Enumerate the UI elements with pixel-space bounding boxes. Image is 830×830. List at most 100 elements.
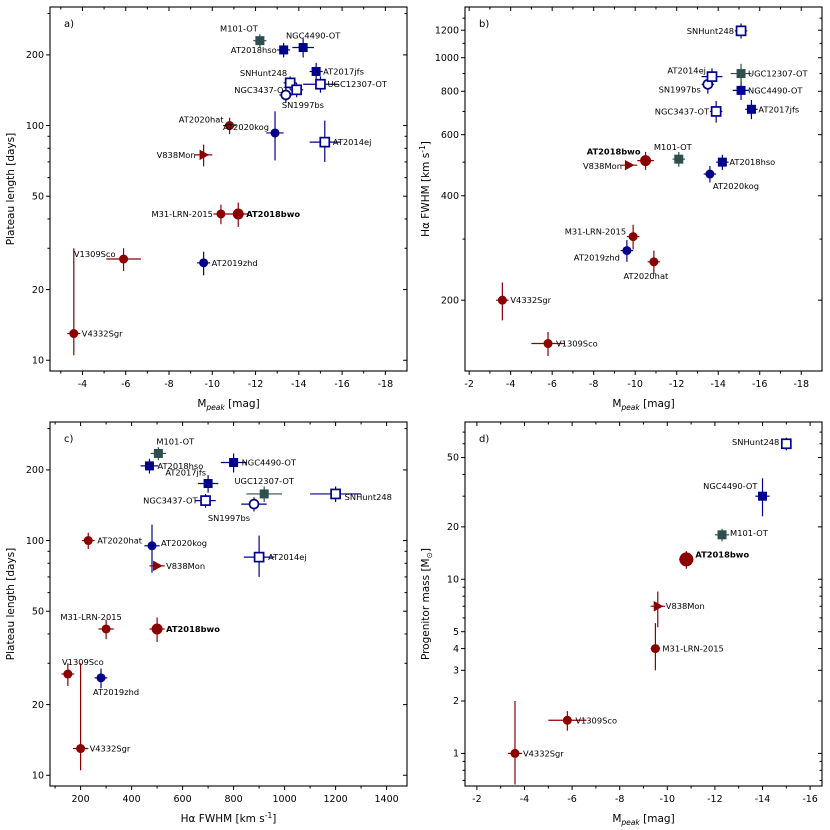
point-label: AT2014ej <box>268 552 307 562</box>
square-marker <box>298 43 308 53</box>
point-ngc4490-ot: NGC4490-OT <box>703 478 770 517</box>
x-tick-label: 400 <box>123 794 141 805</box>
circle-marker <box>199 258 209 268</box>
square-marker <box>153 448 163 458</box>
point-label: V1309Sco <box>74 249 116 259</box>
y-tick-label: 5 <box>453 627 459 638</box>
data-points: V4332SgrV1309ScoM31-LRN-2015AT2019zhdAT2… <box>496 23 808 357</box>
point-label: SN1997bs <box>659 84 701 94</box>
point-label: NGC4490-OT <box>748 85 803 95</box>
square-marker <box>717 530 727 540</box>
y-tick-label: 100 <box>26 121 44 132</box>
point-label: V4332Sgr <box>90 744 131 754</box>
point-label: NGC4490-OT <box>242 458 297 468</box>
point-label: AT2017jfs <box>323 66 364 76</box>
x-tick-label: -10 <box>660 794 676 805</box>
circle-marker <box>101 624 111 634</box>
y-tick-label: 200 <box>441 295 459 306</box>
point-m101-ot: M101-OT <box>220 24 267 48</box>
square-marker <box>279 45 289 55</box>
point-label: V1309Sco <box>575 715 617 725</box>
point-label: AT2018hso <box>157 461 203 471</box>
panel-a-plateau-length-vs-peak-mag: -4 -6 -8 -10 -12 -14 -16 -18 10 20 50 100 200 Mpeak [… <box>5 6 408 412</box>
point-v838mon: V838Mon <box>583 159 638 171</box>
point-v1309sco: V1309Sco <box>61 657 104 687</box>
square-marker <box>200 495 211 506</box>
chart-panel-d: -2 -4 -6 -8 -10 -12 -14 -16 1 2 3 4 5 10 20 50 Mpeak [ma… <box>420 421 823 827</box>
point-v838mon: V838Mon <box>157 144 213 167</box>
point-label: AT2020hat <box>623 271 669 281</box>
x-tick-label: -4 <box>78 379 87 390</box>
circle-marker <box>76 744 86 754</box>
x-tick-label: -8 <box>164 379 173 390</box>
x-tick-label: 1400 <box>375 794 399 805</box>
data-points: V1309Sco V4332Sgr AT2019zhd M31-LRN-2015 AT2… <box>60 436 392 771</box>
square-marker <box>780 438 792 450</box>
point-ugc12307-ot: UGC12307-OT <box>234 476 295 502</box>
y-tick-label: 10 <box>32 355 44 366</box>
axes: -4 -6 -8 -10 -12 -14 -16 -18 10 20 50 100 200 Mpeak [… <box>5 6 408 412</box>
point-ngc4490-ot: NGC4490-OT <box>220 453 297 473</box>
panel-d-progenitor-mass-vs-peak-mag: -2 -4 -6 -8 -10 -12 -14 -16 1 2 3 4 5 10 20 50 Mpeak [ma… <box>420 421 823 827</box>
chart-panel-a: -4 -6 -8 -10 -12 -14 -16 -18 10 20 50 100 200 Mpeak [… <box>5 6 408 412</box>
square-marker <box>330 488 341 500</box>
point-label: AT2017jfs <box>165 468 206 478</box>
x-tick-label: -2 <box>464 379 473 390</box>
x-tick-label: 200 <box>72 794 90 805</box>
y-axis-label: Progenitor mass [M⊙] <box>420 548 434 660</box>
point-at2018hso: AT2018hso <box>716 154 775 170</box>
circle-marker <box>562 715 572 725</box>
circle-marker <box>679 552 694 567</box>
triangle-right-marker <box>653 601 664 612</box>
square-marker <box>710 106 722 117</box>
axes: 200 400 600 800 1000 1200 1400 10 20 50 100 200 Hα F… <box>5 421 408 825</box>
chart-panel-c: 200 400 600 800 1000 1200 1400 10 20 50 100 200 Hα F… <box>5 421 408 825</box>
panel-letter: c) <box>64 434 73 445</box>
point-m101-ot: M101-OT <box>654 142 693 167</box>
x-tick-label: -10 <box>205 379 221 390</box>
point-label: NGC4490-OT <box>703 481 758 491</box>
point-m31-lrn-2015: M31-LRN-2015 <box>152 204 229 225</box>
point-ngc3437-ot: NGC3437-OT <box>234 82 304 98</box>
square-marker <box>735 25 747 37</box>
triangle-right-marker <box>624 159 635 171</box>
square-marker <box>311 66 321 76</box>
point-ugc12307-ot: UGC12307-OT <box>730 63 808 84</box>
y-tick-label: 2 <box>453 696 459 707</box>
y-tick-label: 200 <box>26 465 44 476</box>
point-label: SNHunt248 <box>345 492 392 502</box>
circle-marker <box>248 498 260 510</box>
point-label: NGC3437-OT <box>655 106 710 116</box>
x-tick-label: -8 <box>589 379 598 390</box>
x-tick-label: -2 <box>472 794 481 805</box>
point-snhunt248: SNHunt248 <box>240 68 297 90</box>
point-v838mon: V838Mon <box>149 560 205 572</box>
y-tick-label: 200 <box>26 50 44 61</box>
point-label: AT2018bwo <box>166 624 220 634</box>
x-tick-label: 800 <box>225 794 243 805</box>
point-label: AT2020kog <box>161 538 207 548</box>
y-tick-label: 50 <box>32 606 44 617</box>
circle-marker <box>69 329 79 339</box>
x-axis-label: Hα FWHM [km s-1] <box>181 811 277 825</box>
point-label: AT2014ej <box>333 137 372 147</box>
circle-marker <box>649 257 659 267</box>
square-marker <box>253 551 265 563</box>
point-v838mon: V838Mon <box>650 591 705 628</box>
x-tick-label: -12 <box>669 379 685 390</box>
point-ngc4490-ot: NGC4490-OT <box>286 31 341 58</box>
point-at2018bwo: AT2018bwo <box>149 617 220 642</box>
x-tick-label: -16 <box>802 794 818 805</box>
point-label: AT2019zhd <box>212 258 258 268</box>
circle-marker <box>63 669 73 679</box>
x-tick-label: -14 <box>755 794 771 805</box>
circle-marker <box>543 339 553 349</box>
point-snhunt248: SNHunt248 <box>310 486 392 502</box>
circle-marker <box>83 536 93 546</box>
point-sn1997bs: SN1997bs <box>208 497 267 523</box>
point-label: AT2017jfs <box>758 104 799 114</box>
point-label: AT2020hat <box>179 115 225 125</box>
point-label: SNHunt248 <box>732 437 779 447</box>
point-at2014ej: AT2014ej <box>243 535 307 577</box>
x-tick-label: -4 <box>506 379 515 390</box>
